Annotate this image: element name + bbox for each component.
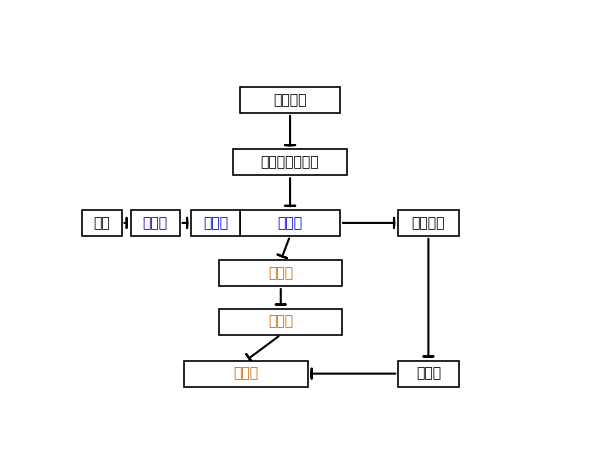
Text: 模板安装: 模板安装 xyxy=(274,93,307,107)
Text: 堆　放: 堆 放 xyxy=(233,367,259,381)
Bar xyxy=(191,210,240,236)
Text: 压试块: 压试块 xyxy=(416,367,441,381)
Text: 养　护: 养 护 xyxy=(268,315,293,328)
Bar xyxy=(233,149,347,176)
Bar xyxy=(82,210,121,236)
Bar xyxy=(398,360,458,387)
Bar xyxy=(219,260,343,286)
Text: 脱　模: 脱 模 xyxy=(268,266,293,280)
Bar xyxy=(131,210,179,236)
Bar xyxy=(184,360,308,387)
Bar xyxy=(398,210,458,236)
Bar xyxy=(219,309,343,335)
Text: 砼浇筑: 砼浇筑 xyxy=(277,216,302,230)
Text: 制作试块: 制作试块 xyxy=(412,216,445,230)
Text: 砼运输: 砼运输 xyxy=(203,216,228,230)
Text: 砼拌制: 砼拌制 xyxy=(143,216,168,230)
Bar xyxy=(240,87,340,113)
Text: 绑扎钢筋、吊装: 绑扎钢筋、吊装 xyxy=(261,155,319,169)
Bar xyxy=(240,210,340,236)
Text: 备料: 备料 xyxy=(94,216,110,230)
